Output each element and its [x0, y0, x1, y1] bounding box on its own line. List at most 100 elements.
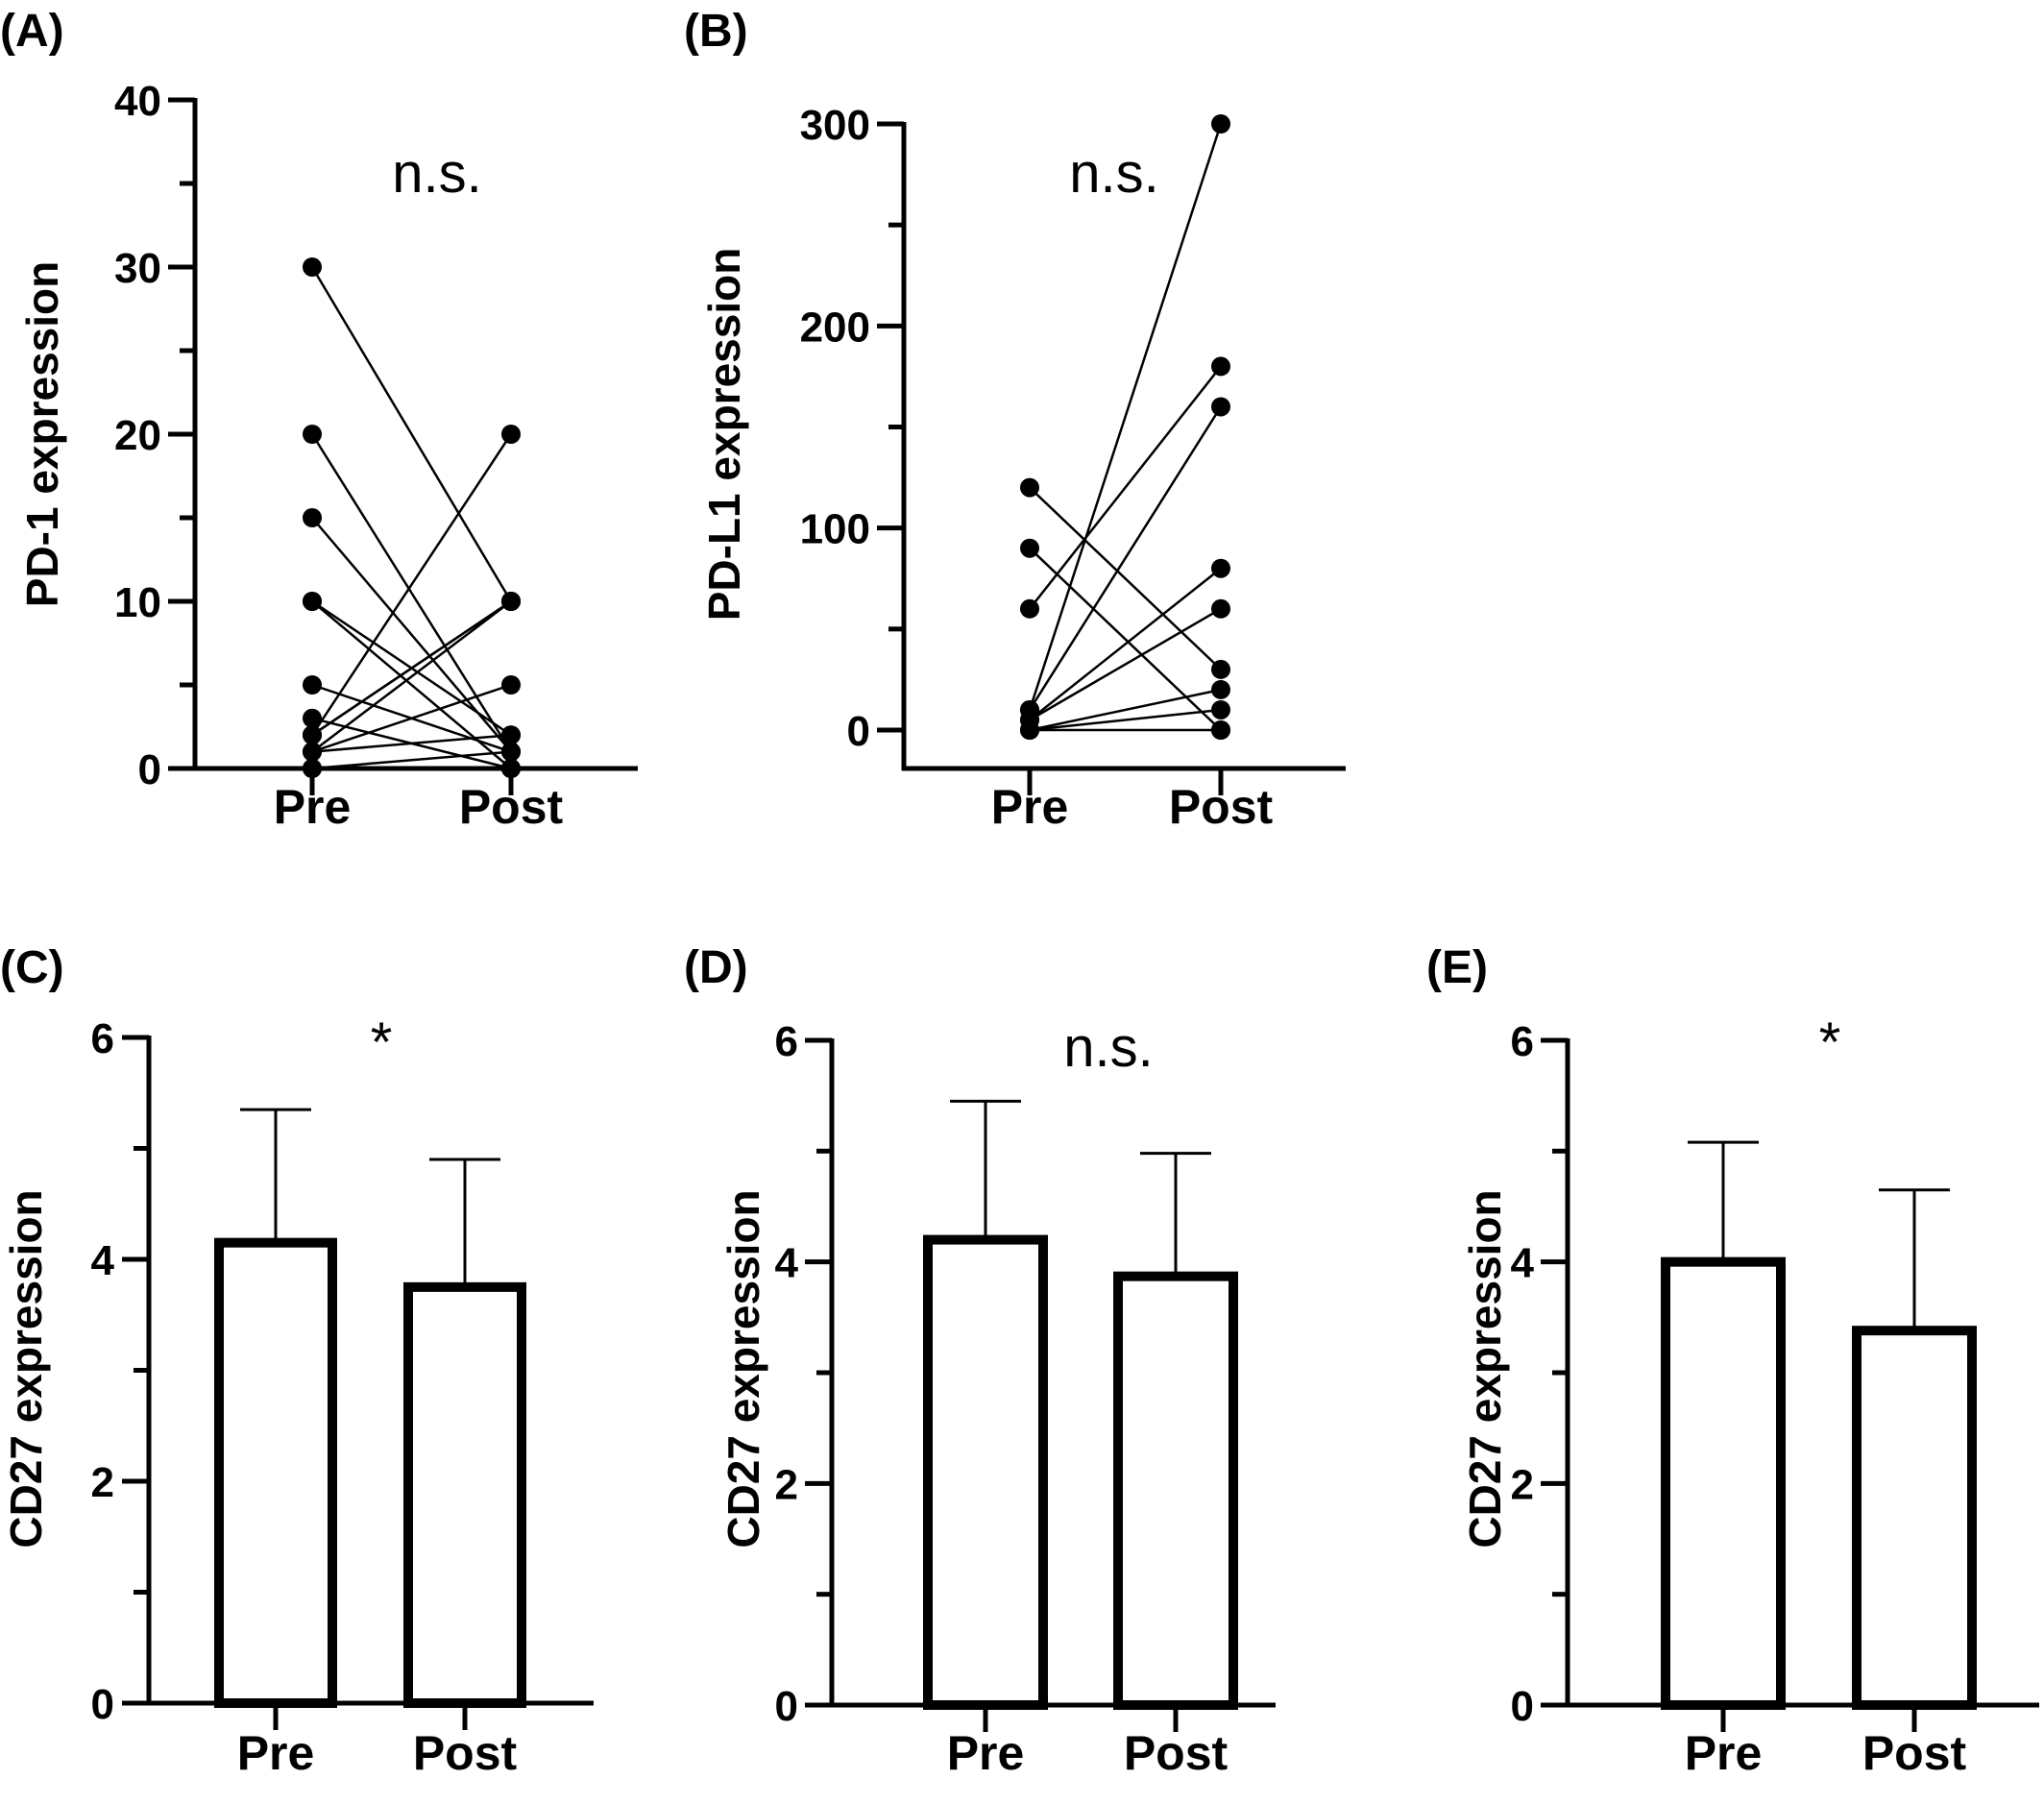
pair-line [311, 733, 512, 753]
post-point [1211, 720, 1230, 740]
pair-line [311, 683, 512, 753]
panel-c: (C) 0 2 4 6 Pre Post CD27 expression * [0, 942, 594, 1780]
y-tick-label: 2 [775, 1461, 798, 1508]
pair-line [1029, 607, 1222, 721]
significance-label: n.s. [1063, 1016, 1154, 1079]
pair-line [1029, 365, 1222, 610]
pre-point [303, 759, 322, 778]
pre-point [1020, 477, 1039, 498]
post-point [501, 592, 521, 611]
y-tick-label: 0 [138, 746, 161, 793]
pair-line [311, 600, 512, 753]
pair-line [1029, 547, 1222, 731]
panel-label: (C) [0, 942, 64, 993]
x-category-label: Pre [274, 780, 352, 834]
y-tick-label: 6 [775, 1018, 798, 1065]
y-axis-title: CD27 expression [718, 1189, 768, 1548]
y-tick-label: 2 [91, 1459, 114, 1506]
pre-point [1020, 720, 1039, 740]
significance-label: n.s. [1069, 142, 1159, 205]
post-point [501, 725, 521, 745]
post-point [501, 425, 521, 444]
pair-line [1028, 123, 1223, 711]
pre-point [303, 725, 322, 745]
pair-line [310, 266, 513, 602]
pair-line [311, 750, 512, 770]
x-category-label: Post [459, 780, 564, 834]
y-axis-title: CD27 expression [1, 1189, 51, 1548]
significance-label: * [1819, 1012, 1841, 1074]
pre-point [303, 257, 322, 277]
pair-line [310, 433, 513, 753]
bar-post [1113, 1271, 1238, 1711]
post-point [1211, 699, 1230, 719]
y-tick-label: 6 [91, 1015, 114, 1062]
pair-line [1028, 405, 1223, 711]
bar-post [1852, 1326, 1977, 1710]
y-tick-label: 0 [91, 1681, 114, 1728]
x-category-label: Post [1862, 1726, 1967, 1780]
y-tick-label: 4 [91, 1237, 115, 1284]
x-category-label: Post [1124, 1726, 1229, 1780]
y-tick-label: 40 [114, 78, 161, 125]
post-point [1211, 598, 1230, 619]
post-point [501, 675, 521, 695]
y-tick-label: 100 [800, 506, 870, 553]
y-tick-label: 30 [114, 245, 161, 292]
post-point [501, 759, 521, 778]
post-point [1211, 659, 1230, 679]
x-category-label: Pre [237, 1726, 315, 1780]
significance-label: * [371, 1012, 393, 1074]
bar-pre [1661, 1256, 1786, 1710]
post-point [1211, 114, 1230, 134]
y-tick-label: 300 [800, 102, 870, 149]
x-category-label: Pre [991, 780, 1069, 834]
pre-point [303, 708, 322, 728]
panel-a: (A) 0 10 20 30 40 Pre Post PD-1 expression n.s. [0, 6, 638, 834]
x-category-label: Pre [1685, 1726, 1763, 1780]
pre-point [1020, 598, 1039, 619]
panel-label: (E) [1426, 942, 1488, 993]
bar-pre [214, 1237, 337, 1709]
panel-label: (D) [684, 942, 748, 993]
pair-line [1029, 486, 1222, 670]
bar-post [403, 1281, 526, 1708]
y-tick-label: 4 [775, 1240, 799, 1287]
panel-b: (B) 0 100 200 300 Pre Post PD-L1 expression n.s. [684, 6, 1346, 834]
y-axis-title: CD27 expression [1460, 1189, 1510, 1548]
pre-point [303, 508, 322, 527]
panel-label: (B) [684, 6, 748, 57]
x-category-label: Post [413, 1726, 518, 1780]
post-point [1211, 356, 1230, 377]
post-point [501, 742, 521, 762]
y-tick-label: 20 [114, 412, 161, 459]
post-point [1211, 558, 1230, 578]
x-category-label: Post [1169, 780, 1274, 834]
y-tick-label: 0 [1511, 1683, 1534, 1730]
pre-point [303, 675, 322, 695]
pre-point [303, 742, 322, 762]
panel-d: (D) 0 2 4 6 Pre Post CD27 expression n.s. [684, 942, 1276, 1780]
pre-point [1020, 538, 1039, 558]
y-tick-label: 0 [847, 708, 870, 755]
y-tick-label: 6 [1511, 1018, 1534, 1065]
y-tick-label: 200 [800, 304, 870, 351]
y-tick-label: 10 [114, 579, 161, 626]
post-point [1211, 397, 1230, 417]
pre-point [303, 425, 322, 444]
pre-point [303, 592, 322, 611]
y-axis-title: PD-1 expression [17, 261, 67, 607]
pair-line [1029, 567, 1222, 721]
significance-label: n.s. [392, 142, 482, 205]
x-category-label: Pre [947, 1726, 1025, 1780]
y-tick-label: 2 [1511, 1461, 1534, 1508]
panel-label: (A) [0, 6, 64, 57]
y-tick-label: 0 [775, 1683, 798, 1730]
bar-pre [923, 1234, 1048, 1710]
pair-line [1029, 688, 1222, 732]
y-axis-title: PD-L1 expression [699, 248, 749, 622]
post-point [1211, 679, 1230, 699]
pair-line [1029, 708, 1222, 732]
pair-line [311, 599, 512, 737]
